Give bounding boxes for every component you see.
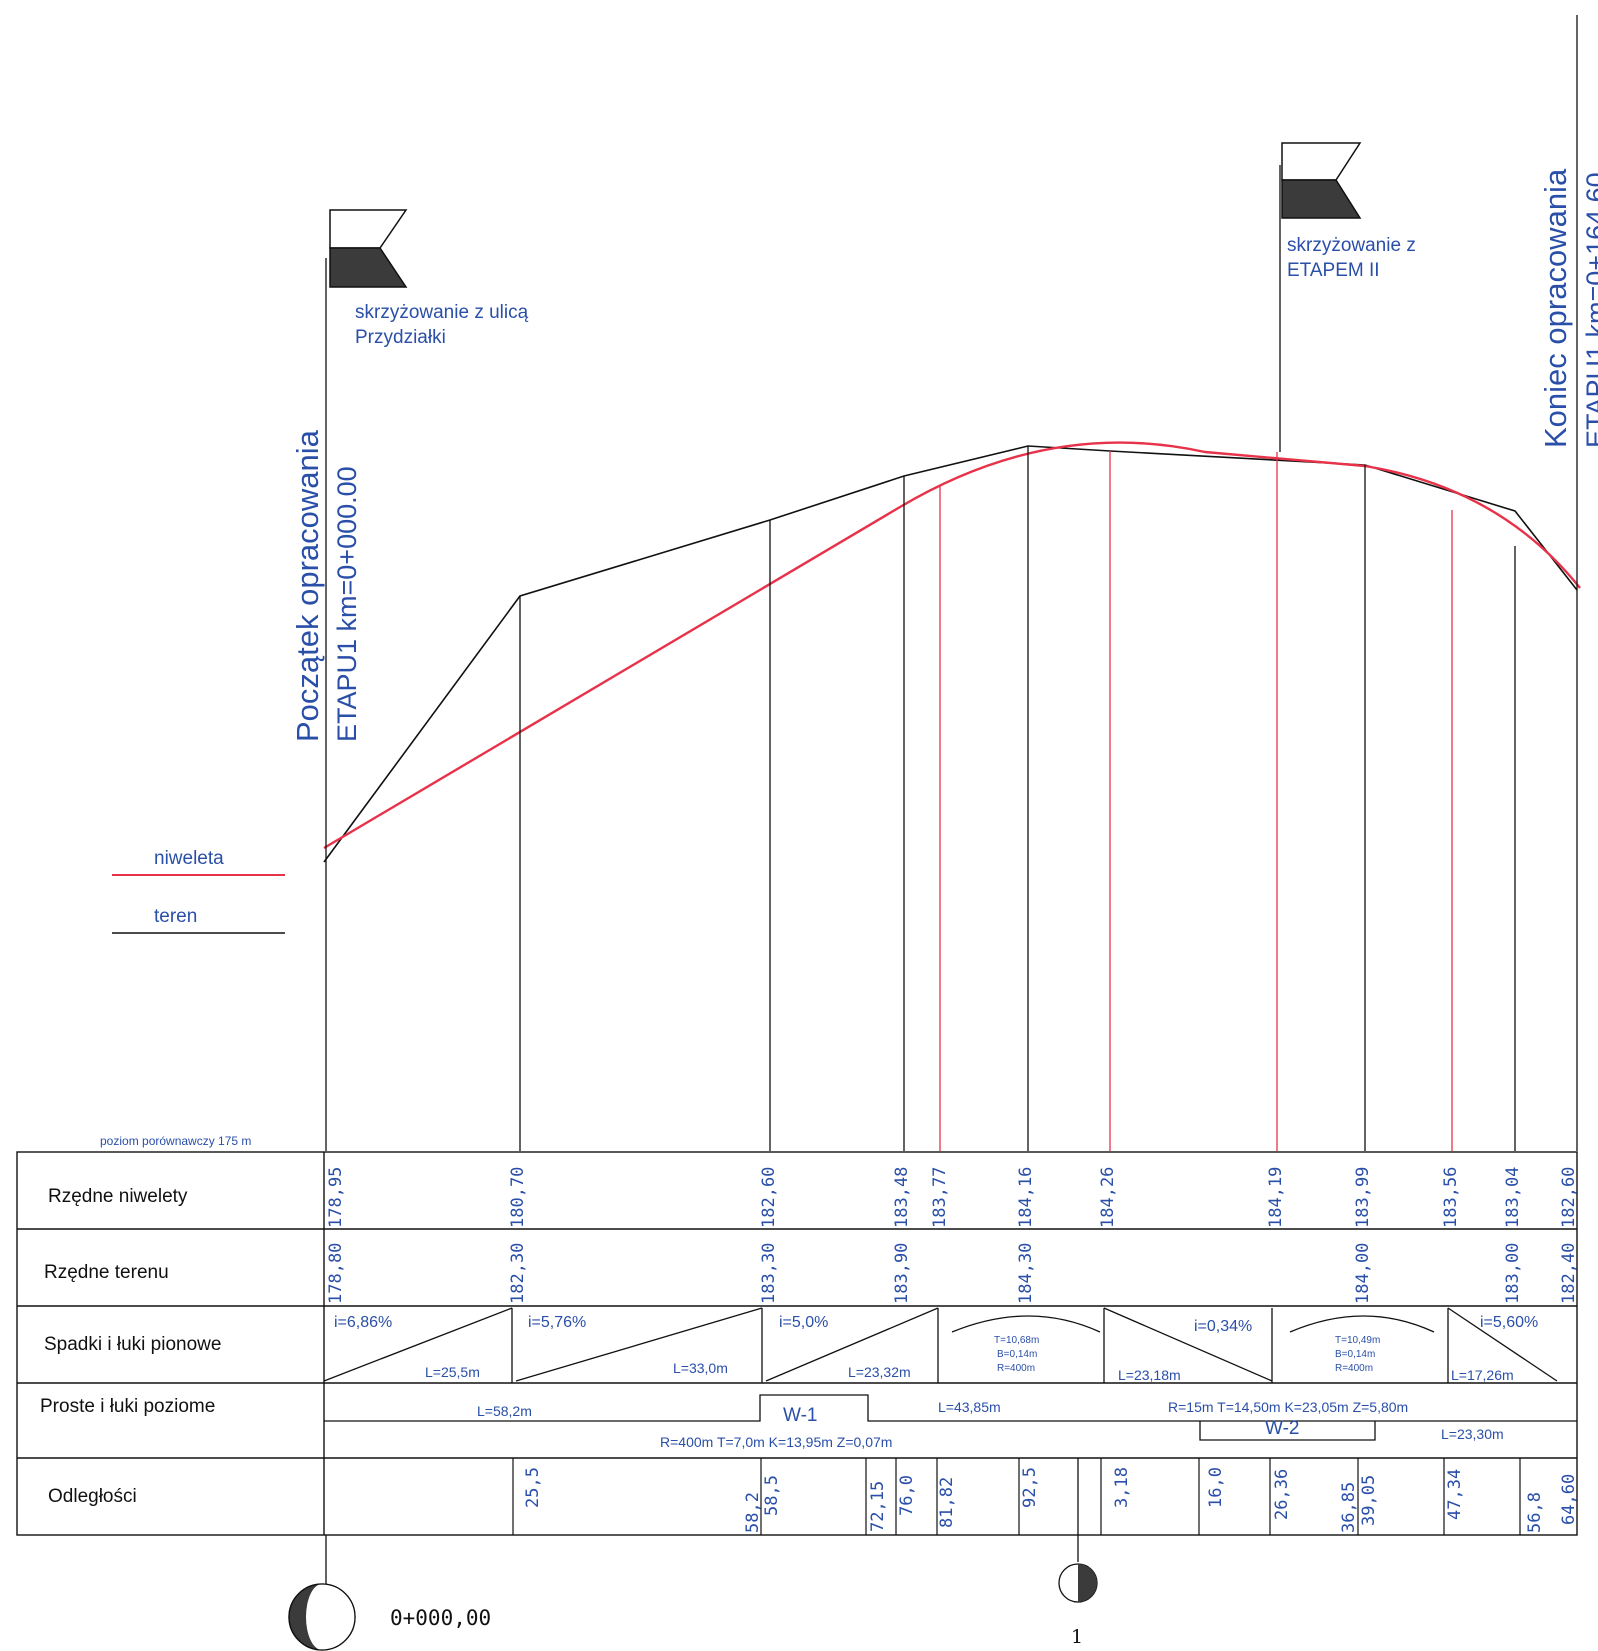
horizontal-L1: L=58,2m: [477, 1403, 532, 1419]
w2-shape: [1199, 1421, 1376, 1441]
slope-length: L=25,5m: [425, 1364, 480, 1380]
station-km: 0+000,00: [390, 1606, 491, 1630]
niweleta-value: 183,48: [892, 1167, 912, 1228]
distance-separators: [512, 1458, 1521, 1535]
terrain-line: [323, 445, 1578, 863]
horizontal-L2: L=43,85m: [938, 1399, 1001, 1415]
slope-length: L=23,18m: [1118, 1367, 1181, 1383]
distance-value: 26,36: [1272, 1469, 1292, 1520]
row-label-niwelety: Rzędne niwelety: [48, 1186, 188, 1207]
slope-i: i=5,76%: [528, 1314, 586, 1331]
flag-start-line1: skrzyżowanie z ulicą: [355, 302, 529, 323]
curve-T: T=10,68m: [994, 1335, 1039, 1346]
legend-niweleta: niweleta: [154, 848, 224, 869]
niweleta-value: 183,77: [930, 1167, 950, 1228]
niweleta-value: 182,60: [1559, 1167, 1579, 1228]
row-label-terenu: Rzędne terenu: [44, 1262, 169, 1283]
flag-mid-line2: ETAPEM II: [1287, 260, 1380, 281]
flag-mid: [1281, 142, 1362, 219]
teren-value: 183,30: [759, 1243, 779, 1304]
slope-length: L=17,26m: [1451, 1367, 1514, 1383]
distance-value: 92,5: [1020, 1467, 1040, 1508]
niweleta-value: 184,19: [1266, 1167, 1286, 1228]
distances-row: 25,5 58,2 58,5 72,15 76,0 81,82 92,5 3,1…: [523, 1467, 1579, 1533]
curve-T: T=10,49m: [1335, 1335, 1380, 1346]
curve-B: B=0,14m: [997, 1349, 1037, 1360]
slope-length: L=23,32m: [848, 1364, 911, 1380]
distance-value: 36,85: [1339, 1482, 1359, 1533]
slope-i: i=0,34%: [1194, 1318, 1252, 1335]
distance-value: 25,5: [523, 1467, 543, 1508]
distance-value: 56,8: [1525, 1492, 1545, 1533]
terrain-verticals: [325, 15, 1578, 1151]
flag-mid-line1: skrzyżowanie z: [1287, 235, 1416, 256]
horizontal-W1: W-1: [783, 1405, 817, 1426]
datum-label: poziom porównawczy 175 m: [100, 1134, 251, 1148]
row-label-spadki: Spadki i łuki pionowe: [44, 1334, 221, 1355]
flag-start: [329, 209, 408, 288]
niweleta-value: 183,56: [1441, 1167, 1461, 1228]
row-label-odleglosci: Odległości: [48, 1486, 137, 1507]
profile-table: [16, 1151, 1578, 1536]
teren-value: 178,80: [326, 1243, 346, 1304]
slope-i: i=5,60%: [1480, 1314, 1538, 1331]
teren-value: 184,00: [1353, 1243, 1373, 1304]
niweleta-value: 184,16: [1016, 1167, 1036, 1228]
distance-value: 47,34: [1445, 1469, 1465, 1520]
end-label-2: ETAPU1 km=0+164.60: [1581, 172, 1598, 448]
flag-start-line2: Przydziałki: [355, 327, 446, 348]
grade-verticals: [939, 451, 1453, 1151]
start-label-1: Początek opracowania: [290, 429, 325, 742]
curve-R: R=400m: [997, 1363, 1035, 1374]
slope-length: L=33,0m: [673, 1360, 728, 1376]
legend-teren: teren: [154, 906, 197, 927]
station-start-symbol: [288, 1583, 356, 1651]
slope-i: i=6,86%: [334, 1314, 392, 1331]
slope-i: i=5,0%: [779, 1314, 828, 1331]
distance-value: 76,0: [897, 1475, 917, 1516]
niweleta-value: 180,70: [508, 1167, 528, 1228]
distance-value: 58,5: [762, 1475, 782, 1516]
distance-value: 64,60: [1559, 1474, 1579, 1525]
horizontal-L3: L=23,30m: [1441, 1426, 1504, 1442]
terenu-row: 178,80 182,30 183,30 183,90 184,30 184,0…: [326, 1243, 1579, 1304]
distance-value: 81,82: [937, 1477, 957, 1528]
end-label-1: Koniec opracowania: [1538, 168, 1573, 448]
niweleta-value: 182,60: [759, 1167, 779, 1228]
distance-value: 39,05: [1359, 1475, 1379, 1526]
niweleta-value: 184,26: [1098, 1167, 1118, 1228]
slopes-row: [323, 1307, 1558, 1383]
horizontal-W1-params: R=400m T=7,0m K=13,95m Z=0,07m: [660, 1434, 892, 1450]
horizontal-alignment-line: [324, 1394, 1577, 1422]
distance-value: 3,18: [1112, 1467, 1132, 1508]
teren-value: 182,40: [1559, 1243, 1579, 1304]
teren-value: 182,30: [508, 1243, 528, 1304]
start-label-2: ETAPU1 km=0+000.00: [332, 466, 362, 742]
niweleta-value: 178,95: [326, 1167, 346, 1228]
curve-R: R=400m: [1335, 1363, 1373, 1374]
niweleta-value: 183,04: [1503, 1167, 1523, 1228]
teren-value: 184,30: [1016, 1243, 1036, 1304]
row-label-proste: Proste i łuki poziome: [40, 1396, 215, 1417]
distance-value: 58,2: [743, 1492, 763, 1533]
curve-B: B=0,14m: [1335, 1349, 1375, 1360]
distance-value: 72,15: [868, 1481, 888, 1532]
niweleta-value: 183,99: [1353, 1167, 1373, 1228]
teren-value: 183,90: [892, 1243, 912, 1304]
cross-section-marker: [1058, 1563, 1098, 1603]
teren-value: 183,00: [1503, 1243, 1523, 1304]
grade-line: [323, 441, 1581, 850]
distance-value: 16,0: [1206, 1467, 1226, 1508]
cross-section-number: 1: [1071, 1626, 1083, 1648]
horizontal-W2: W-2: [1265, 1418, 1299, 1439]
niwelety-row: 178,95 180,70 182,60 183,48 183,77 184,1…: [326, 1167, 1579, 1228]
horizontal-W2-params: R=15m T=14,50m K=23,05m Z=5,80m: [1168, 1399, 1408, 1415]
